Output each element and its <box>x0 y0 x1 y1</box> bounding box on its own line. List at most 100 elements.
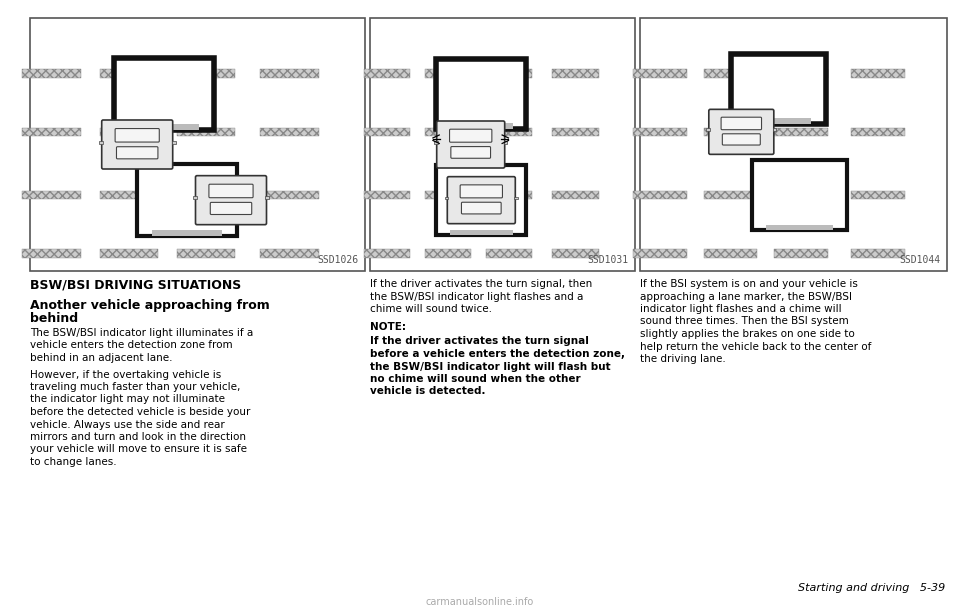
Bar <box>852 128 904 136</box>
Text: chime will sound twice.: chime will sound twice. <box>370 304 492 314</box>
Bar <box>775 70 828 78</box>
Bar <box>633 128 686 136</box>
Bar <box>486 128 532 136</box>
Text: traveling much faster than your vehicle,: traveling much faster than your vehicle, <box>30 382 240 392</box>
Bar <box>265 197 270 199</box>
Bar <box>633 191 686 199</box>
Bar <box>707 128 710 131</box>
Bar <box>364 70 411 78</box>
Bar <box>22 70 81 78</box>
Text: If the BSI system is on and your vehicle is: If the BSI system is on and your vehicle… <box>640 279 858 289</box>
Bar <box>177 191 235 199</box>
Bar <box>193 197 197 199</box>
Bar <box>852 249 904 258</box>
Bar <box>436 165 526 235</box>
Text: slightly applies the brakes on one side to: slightly applies the brakes on one side … <box>640 329 854 339</box>
Text: The BSW/BSI indicator light illuminates if a: The BSW/BSI indicator light illuminates … <box>30 328 253 338</box>
Bar <box>852 70 904 78</box>
Bar <box>364 191 411 199</box>
Text: SSD1031: SSD1031 <box>588 255 629 265</box>
Text: NOTE:: NOTE: <box>370 323 406 332</box>
Bar <box>704 191 757 199</box>
Bar <box>552 70 599 78</box>
Bar <box>100 191 158 199</box>
Bar <box>486 249 532 258</box>
Text: the indicator light may not illuminate: the indicator light may not illuminate <box>30 395 225 404</box>
Bar <box>99 141 103 144</box>
Text: However, if the overtaking vehicle is: However, if the overtaking vehicle is <box>30 370 221 379</box>
Text: help return the vehicle back to the center of: help return the vehicle back to the cent… <box>640 342 872 351</box>
Bar <box>425 191 471 199</box>
Bar <box>775 128 828 136</box>
Text: SSD1026: SSD1026 <box>318 255 359 265</box>
Bar <box>22 128 81 136</box>
Bar <box>425 70 471 78</box>
Bar <box>486 70 532 78</box>
Text: before the detected vehicle is beside your: before the detected vehicle is beside yo… <box>30 407 251 417</box>
Bar <box>436 59 526 129</box>
Bar <box>633 249 686 258</box>
Bar <box>260 128 319 136</box>
Bar <box>100 191 158 199</box>
Bar <box>22 128 81 136</box>
Bar <box>22 191 81 199</box>
Text: no chime will sound when the other: no chime will sound when the other <box>370 374 581 384</box>
Bar <box>752 160 847 230</box>
Bar <box>260 70 319 78</box>
Bar <box>775 128 828 136</box>
Bar <box>450 123 513 129</box>
Text: vehicle is detected.: vehicle is detected. <box>370 387 486 397</box>
Text: indicator light flashes and a chime will: indicator light flashes and a chime will <box>640 304 842 314</box>
Bar <box>100 70 158 78</box>
Bar <box>100 128 158 136</box>
Text: vehicle. Always use the side and rear: vehicle. Always use the side and rear <box>30 420 225 430</box>
Bar <box>177 249 235 258</box>
Bar <box>177 70 235 78</box>
Bar <box>852 249 904 258</box>
Bar <box>640 18 947 271</box>
Bar <box>177 128 235 136</box>
Bar <box>129 124 199 130</box>
Bar <box>775 70 828 78</box>
Bar <box>704 191 757 199</box>
Bar <box>633 70 686 78</box>
Text: SSD1044: SSD1044 <box>900 255 941 265</box>
Bar <box>504 141 508 144</box>
Text: If the driver activates the turn signal, then: If the driver activates the turn signal,… <box>370 279 592 289</box>
Text: If the driver activates the turn signal: If the driver activates the turn signal <box>370 337 588 346</box>
Bar <box>552 70 599 78</box>
FancyBboxPatch shape <box>196 175 267 225</box>
FancyBboxPatch shape <box>721 117 761 130</box>
Text: the BSW/BSI indicator light will flash but: the BSW/BSI indicator light will flash b… <box>370 362 611 371</box>
Text: sound three times. Then the BSI system: sound three times. Then the BSI system <box>640 316 849 326</box>
Bar <box>434 141 438 144</box>
FancyBboxPatch shape <box>115 128 159 142</box>
Bar <box>704 249 757 258</box>
Text: vehicle enters the detection zone from: vehicle enters the detection zone from <box>30 340 232 351</box>
Text: approaching a lane marker, the BSW/BSI: approaching a lane marker, the BSW/BSI <box>640 291 852 301</box>
Bar <box>364 191 411 199</box>
Bar <box>704 249 757 258</box>
Bar <box>704 128 757 136</box>
Bar <box>260 249 319 258</box>
Bar <box>852 191 904 199</box>
Text: Starting and driving   5-39: Starting and driving 5-39 <box>798 583 945 593</box>
Bar <box>766 224 833 230</box>
FancyBboxPatch shape <box>449 129 492 142</box>
Bar <box>775 191 828 199</box>
Bar <box>486 70 532 78</box>
Bar <box>100 249 158 258</box>
Text: the driving lane.: the driving lane. <box>640 354 726 364</box>
Bar <box>114 58 214 130</box>
Bar <box>260 128 319 136</box>
Bar <box>425 70 471 78</box>
Bar <box>852 128 904 136</box>
Bar <box>22 249 81 258</box>
Text: to change lanes.: to change lanes. <box>30 457 116 467</box>
FancyBboxPatch shape <box>460 185 502 198</box>
Bar <box>775 191 828 199</box>
Bar <box>633 128 686 136</box>
Bar <box>364 128 411 136</box>
FancyBboxPatch shape <box>451 147 491 158</box>
Bar <box>515 197 518 199</box>
